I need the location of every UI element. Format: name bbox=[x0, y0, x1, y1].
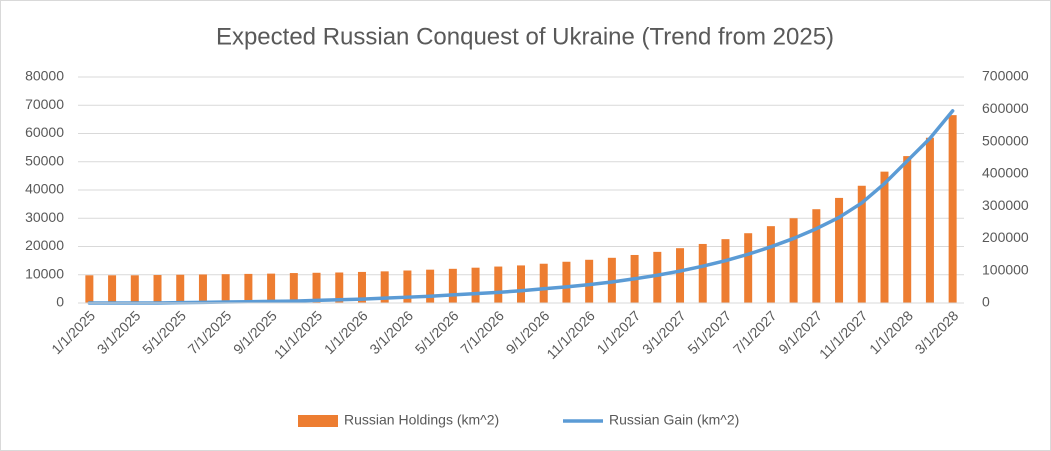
bar bbox=[176, 274, 185, 303]
y-tick-label: 30000 bbox=[25, 209, 64, 225]
bar bbox=[812, 209, 821, 303]
legend-label: Russian Holdings (km^2) bbox=[344, 412, 499, 428]
y-tick-label: 80000 bbox=[25, 68, 64, 84]
bar bbox=[925, 137, 934, 303]
bar bbox=[289, 273, 298, 303]
y2-tick-label: 400000 bbox=[982, 165, 1029, 181]
bar bbox=[698, 243, 707, 303]
bar bbox=[221, 274, 230, 303]
y-tick-label: 10000 bbox=[25, 265, 64, 281]
y-tick-label: 60000 bbox=[25, 124, 64, 140]
bar bbox=[880, 171, 889, 303]
bar bbox=[130, 275, 139, 303]
bar bbox=[766, 226, 775, 303]
bar bbox=[108, 275, 117, 303]
y2-tick-label: 300000 bbox=[982, 197, 1029, 213]
bar bbox=[448, 268, 457, 303]
y-tick-label: 70000 bbox=[25, 96, 64, 112]
bar bbox=[335, 272, 344, 303]
bar bbox=[244, 273, 253, 303]
bar bbox=[789, 218, 798, 303]
y-tick-label: 40000 bbox=[25, 181, 64, 197]
bar bbox=[85, 275, 94, 303]
bar bbox=[857, 185, 866, 303]
bar bbox=[903, 156, 912, 303]
y-tick-label: 20000 bbox=[25, 237, 64, 253]
y2-tick-label: 500000 bbox=[982, 132, 1029, 148]
y-tick-label: 50000 bbox=[25, 152, 64, 168]
bar bbox=[562, 261, 571, 303]
bar bbox=[380, 271, 389, 303]
bar bbox=[721, 239, 730, 303]
y2-tick-label: 600000 bbox=[982, 100, 1029, 116]
y2-tick-label: 200000 bbox=[982, 229, 1029, 245]
bar bbox=[494, 266, 503, 303]
bar bbox=[471, 267, 480, 303]
y2-tick-label: 0 bbox=[982, 294, 990, 310]
bar bbox=[357, 271, 366, 303]
chart-title: Expected Russian Conquest of Ukraine (Tr… bbox=[216, 23, 834, 50]
bar bbox=[676, 248, 685, 303]
bar bbox=[403, 270, 412, 303]
bar bbox=[585, 259, 594, 303]
bar bbox=[153, 275, 162, 303]
line bbox=[87, 109, 955, 305]
y2-tick-label: 700000 bbox=[982, 68, 1029, 84]
bar bbox=[426, 269, 435, 303]
bar bbox=[948, 115, 957, 303]
legend-swatch bbox=[298, 415, 338, 427]
bar bbox=[539, 263, 548, 303]
bar bbox=[835, 197, 844, 303]
bar bbox=[267, 273, 276, 303]
legend-label: Russian Gain (km^2) bbox=[609, 412, 739, 428]
bar bbox=[517, 265, 525, 303]
bar bbox=[744, 233, 753, 303]
bar bbox=[312, 272, 321, 303]
y-tick-label: 0 bbox=[56, 294, 64, 310]
bar bbox=[198, 274, 207, 303]
y2-tick-label: 100000 bbox=[982, 261, 1029, 277]
bar bbox=[653, 251, 662, 303]
